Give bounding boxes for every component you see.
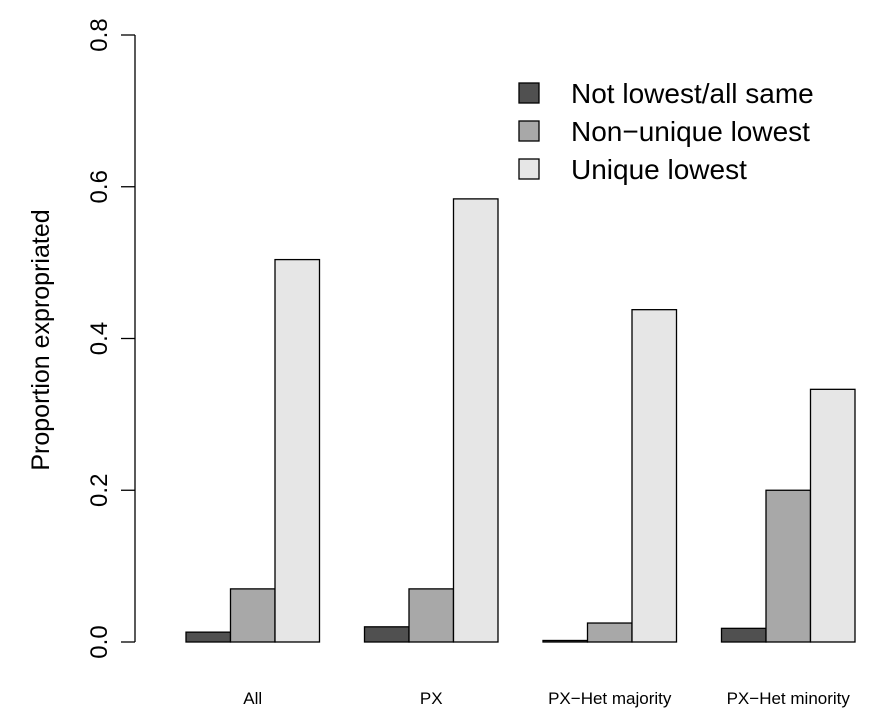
legend-label: Non−unique lowest <box>571 116 810 147</box>
bar <box>229 588 276 643</box>
bar <box>452 198 499 643</box>
bar <box>185 631 232 643</box>
bar <box>809 388 856 643</box>
y-tick-label: 0.6 <box>86 170 113 203</box>
legend-label: Unique lowest <box>571 154 747 185</box>
legend-swatch <box>518 82 540 104</box>
y-tick-label: 0.8 <box>86 18 113 51</box>
x-category-label: All <box>243 689 262 708</box>
x-category-label: PX−Het majority <box>548 689 672 708</box>
x-category-label: PX <box>420 689 443 708</box>
x-category-label: PX−Het minority <box>727 689 851 708</box>
y-tick-label: 0.2 <box>86 474 113 507</box>
y-tick-label: 0.4 <box>86 322 113 355</box>
bars <box>185 198 856 643</box>
bar <box>363 626 410 643</box>
legend-label: Not lowest/all same <box>571 78 814 109</box>
bar <box>631 309 678 643</box>
x-axis-labels: All PX PX−Het majority PX−Het minority <box>243 689 850 708</box>
bar <box>274 258 321 643</box>
bar <box>408 588 455 643</box>
y-axis-title: Proportion expropriated <box>27 209 55 470</box>
y-tick-label: 0.0 <box>86 625 113 658</box>
bar <box>765 489 812 643</box>
legend: Not lowest/all same Non−unique lowest Uniq… <box>518 78 814 185</box>
legend-swatch <box>518 120 540 142</box>
bar <box>542 639 589 643</box>
y-axis: 0.0 0.2 0.4 0.6 0.8 <box>86 18 136 659</box>
bar <box>720 627 767 643</box>
legend-swatch <box>518 158 540 180</box>
bar <box>586 622 633 643</box>
